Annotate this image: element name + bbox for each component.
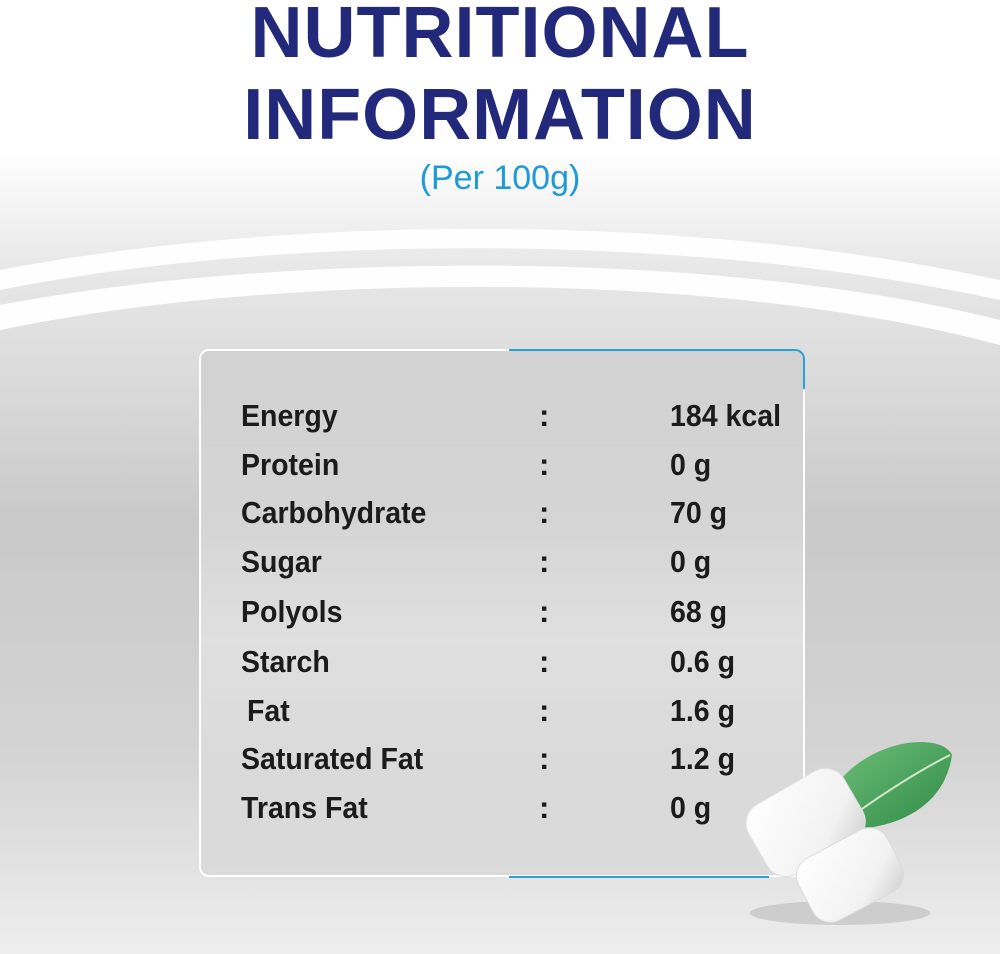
nutrient-value: 0 g bbox=[670, 544, 712, 579]
separator-colon: : bbox=[539, 693, 550, 728]
nutrition-row: Trans Fat: 0 g bbox=[0, 790, 1000, 834]
subtitle: (Per 100g) bbox=[419, 159, 581, 197]
nutrition-row: Carbohydrate: 70 g bbox=[0, 495, 1000, 539]
panel-accent-underline bbox=[509, 876, 769, 878]
separator-colon: : bbox=[539, 447, 550, 482]
panel-accent-border bbox=[509, 349, 805, 389]
nutrition-row: Polyols: 68 g bbox=[0, 594, 1000, 638]
nutrition-row: Energy: 184 kcal bbox=[0, 398, 1000, 442]
nutrient-name: Trans Fat bbox=[241, 790, 368, 825]
nutrient-name: Sugar bbox=[241, 544, 322, 579]
nutrient-name: Saturated Fat bbox=[241, 741, 424, 776]
nutrient-name: Fat bbox=[247, 693, 290, 728]
nutrient-value: 70 g bbox=[670, 495, 728, 530]
nutrition-panel bbox=[199, 349, 805, 877]
nutrient-name: Carbohydrate bbox=[241, 495, 427, 530]
chewing-gum-and-mint-leaf-icon bbox=[745, 742, 952, 925]
nutrient-name: Starch bbox=[241, 644, 330, 679]
nutrient-value: 68 g bbox=[670, 594, 728, 629]
nutrient-name: Energy bbox=[241, 398, 338, 433]
nutrition-row: Saturated Fat: 1.2 g bbox=[0, 741, 1000, 785]
nutrient-name: Polyols bbox=[241, 594, 343, 629]
separator-colon: : bbox=[539, 790, 550, 825]
nutrient-value: 0 g bbox=[670, 447, 712, 482]
separator-colon: : bbox=[539, 644, 550, 679]
nutrient-value: 184 kcal bbox=[670, 398, 782, 433]
separator-colon: : bbox=[539, 495, 550, 530]
separator-colon: : bbox=[539, 544, 550, 579]
nutrient-value: 0 g bbox=[670, 790, 712, 825]
nutrient-value: 0.6 g bbox=[670, 644, 736, 679]
nutrient-name: Protein bbox=[241, 447, 340, 482]
separator-colon: : bbox=[539, 594, 550, 629]
nutrition-row: Starch: 0.6 g bbox=[0, 644, 1000, 688]
nutrient-value: 1.2 g bbox=[670, 741, 736, 776]
title-line-1: NUTRITIONAL bbox=[250, 0, 750, 73]
title-line-2: INFORMATION bbox=[243, 75, 757, 155]
separator-colon: : bbox=[539, 398, 550, 433]
nutrient-value: 1.6 g bbox=[670, 693, 736, 728]
nutrition-row: Protein: 0 g bbox=[0, 447, 1000, 491]
separator-colon: : bbox=[539, 741, 550, 776]
nutrition-row: Sugar: 0 g bbox=[0, 544, 1000, 588]
nutrition-row: Fat: 1.6 g bbox=[0, 693, 1000, 737]
